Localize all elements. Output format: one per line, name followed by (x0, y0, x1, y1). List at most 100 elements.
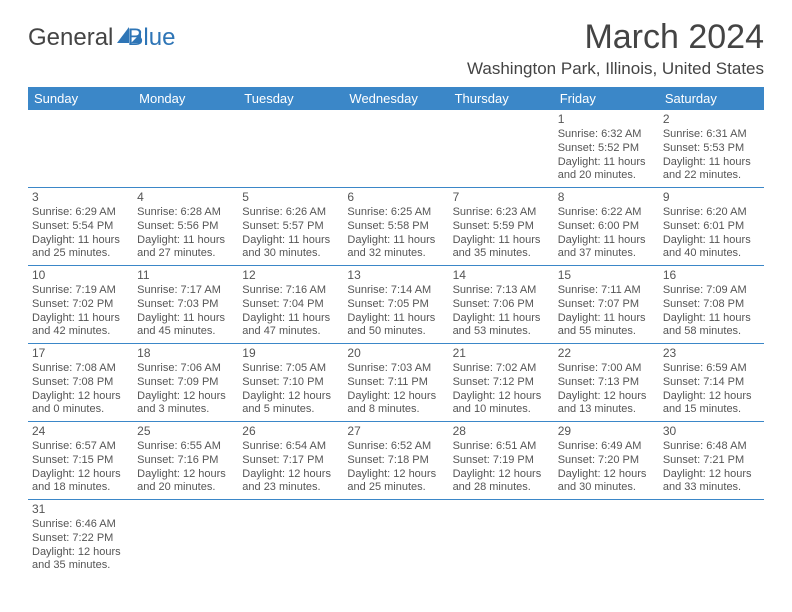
sunset-line: Sunset: 7:18 PM (347, 454, 444, 468)
sunset-line: Sunset: 7:07 PM (558, 298, 655, 312)
daylight-line: Daylight: 12 hours and 28 minutes. (453, 468, 550, 496)
sunrise-line: Sunrise: 7:08 AM (32, 362, 129, 376)
calendar-cell: 30Sunrise: 6:48 AMSunset: 7:21 PMDayligh… (659, 422, 764, 500)
calendar-body: 1Sunrise: 6:32 AMSunset: 5:52 PMDaylight… (28, 110, 764, 577)
sunset-line: Sunset: 7:05 PM (347, 298, 444, 312)
sunrise-line: Sunrise: 6:22 AM (558, 206, 655, 220)
sunrise-line: Sunrise: 6:29 AM (32, 206, 129, 220)
calendar-header: SundayMondayTuesdayWednesdayThursdayFrid… (28, 87, 764, 110)
daylight-line: Daylight: 12 hours and 33 minutes. (663, 468, 760, 496)
weekday-header: Saturday (659, 87, 764, 110)
weekday-header: Sunday (28, 87, 133, 110)
sunrise-line: Sunrise: 7:17 AM (137, 284, 234, 298)
sunrise-line: Sunrise: 6:51 AM (453, 440, 550, 454)
day-number: 14 (453, 268, 550, 283)
daylight-line: Daylight: 12 hours and 25 minutes. (347, 468, 444, 496)
day-number: 15 (558, 268, 655, 283)
calendar-cell (28, 110, 133, 188)
calendar-cell: 17Sunrise: 7:08 AMSunset: 7:08 PMDayligh… (28, 344, 133, 422)
sunset-line: Sunset: 7:14 PM (663, 376, 760, 390)
day-number: 28 (453, 424, 550, 439)
calendar-cell: 21Sunrise: 7:02 AMSunset: 7:12 PMDayligh… (449, 344, 554, 422)
calendar-cell: 8Sunrise: 6:22 AMSunset: 6:00 PMDaylight… (554, 188, 659, 266)
sunrise-line: Sunrise: 6:59 AM (663, 362, 760, 376)
calendar-cell: 24Sunrise: 6:57 AMSunset: 7:15 PMDayligh… (28, 422, 133, 500)
sunset-line: Sunset: 7:22 PM (32, 532, 129, 546)
day-number: 7 (453, 190, 550, 205)
day-number: 9 (663, 190, 760, 205)
calendar-cell: 2Sunrise: 6:31 AMSunset: 5:53 PMDaylight… (659, 110, 764, 188)
sunrise-line: Sunrise: 6:49 AM (558, 440, 655, 454)
header: General Blue March 2024 Washington Park,… (28, 18, 764, 79)
daylight-line: Daylight: 11 hours and 37 minutes. (558, 234, 655, 262)
sunset-line: Sunset: 7:06 PM (453, 298, 550, 312)
sunset-line: Sunset: 7:09 PM (137, 376, 234, 390)
calendar-cell: 25Sunrise: 6:55 AMSunset: 7:16 PMDayligh… (133, 422, 238, 500)
calendar-cell: 6Sunrise: 6:25 AMSunset: 5:58 PMDaylight… (343, 188, 448, 266)
day-number: 4 (137, 190, 234, 205)
weekday-header: Monday (133, 87, 238, 110)
calendar-cell: 5Sunrise: 6:26 AMSunset: 5:57 PMDaylight… (238, 188, 343, 266)
calendar-cell: 16Sunrise: 7:09 AMSunset: 7:08 PMDayligh… (659, 266, 764, 344)
day-number: 11 (137, 268, 234, 283)
day-number: 12 (242, 268, 339, 283)
sunset-line: Sunset: 7:19 PM (453, 454, 550, 468)
day-number: 24 (32, 424, 129, 439)
day-number: 27 (347, 424, 444, 439)
calendar-cell (238, 110, 343, 188)
day-number: 23 (663, 346, 760, 361)
weekday-header: Friday (554, 87, 659, 110)
sunrise-line: Sunrise: 6:32 AM (558, 128, 655, 142)
sunrise-line: Sunrise: 6:28 AM (137, 206, 234, 220)
calendar-cell (343, 500, 448, 578)
calendar-cell: 28Sunrise: 6:51 AMSunset: 7:19 PMDayligh… (449, 422, 554, 500)
calendar-cell: 11Sunrise: 7:17 AMSunset: 7:03 PMDayligh… (133, 266, 238, 344)
daylight-line: Daylight: 11 hours and 55 minutes. (558, 312, 655, 340)
calendar-cell (133, 110, 238, 188)
daylight-line: Daylight: 12 hours and 5 minutes. (242, 390, 339, 418)
logo: General Blue (28, 18, 175, 52)
calendar-cell: 20Sunrise: 7:03 AMSunset: 7:11 PMDayligh… (343, 344, 448, 422)
day-number: 10 (32, 268, 129, 283)
sunset-line: Sunset: 5:59 PM (453, 220, 550, 234)
day-number: 2 (663, 112, 760, 127)
sunset-line: Sunset: 7:15 PM (32, 454, 129, 468)
calendar-cell (449, 500, 554, 578)
daylight-line: Daylight: 12 hours and 20 minutes. (137, 468, 234, 496)
day-number: 18 (137, 346, 234, 361)
sunset-line: Sunset: 7:21 PM (663, 454, 760, 468)
calendar-cell (343, 110, 448, 188)
daylight-line: Daylight: 11 hours and 30 minutes. (242, 234, 339, 262)
daylight-line: Daylight: 12 hours and 23 minutes. (242, 468, 339, 496)
sunrise-line: Sunrise: 6:20 AM (663, 206, 760, 220)
sunrise-line: Sunrise: 7:14 AM (347, 284, 444, 298)
sunset-line: Sunset: 6:01 PM (663, 220, 760, 234)
daylight-line: Daylight: 11 hours and 47 minutes. (242, 312, 339, 340)
day-number: 31 (32, 502, 129, 517)
month-title: March 2024 (467, 18, 764, 57)
sunset-line: Sunset: 7:08 PM (663, 298, 760, 312)
day-number: 8 (558, 190, 655, 205)
daylight-line: Daylight: 11 hours and 50 minutes. (347, 312, 444, 340)
daylight-line: Daylight: 11 hours and 25 minutes. (32, 234, 129, 262)
day-number: 6 (347, 190, 444, 205)
daylight-line: Daylight: 11 hours and 45 minutes. (137, 312, 234, 340)
day-number: 22 (558, 346, 655, 361)
daylight-line: Daylight: 12 hours and 8 minutes. (347, 390, 444, 418)
daylight-line: Daylight: 12 hours and 15 minutes. (663, 390, 760, 418)
sunrise-line: Sunrise: 6:26 AM (242, 206, 339, 220)
day-number: 20 (347, 346, 444, 361)
sunrise-line: Sunrise: 7:11 AM (558, 284, 655, 298)
sunset-line: Sunset: 7:10 PM (242, 376, 339, 390)
sunset-line: Sunset: 5:58 PM (347, 220, 444, 234)
sunrise-line: Sunrise: 6:52 AM (347, 440, 444, 454)
day-number: 13 (347, 268, 444, 283)
daylight-line: Daylight: 12 hours and 13 minutes. (558, 390, 655, 418)
sunset-line: Sunset: 6:00 PM (558, 220, 655, 234)
calendar-cell: 12Sunrise: 7:16 AMSunset: 7:04 PMDayligh… (238, 266, 343, 344)
day-number: 21 (453, 346, 550, 361)
sunset-line: Sunset: 5:53 PM (663, 142, 760, 156)
weekday-header: Wednesday (343, 87, 448, 110)
day-number: 16 (663, 268, 760, 283)
sunrise-line: Sunrise: 7:16 AM (242, 284, 339, 298)
